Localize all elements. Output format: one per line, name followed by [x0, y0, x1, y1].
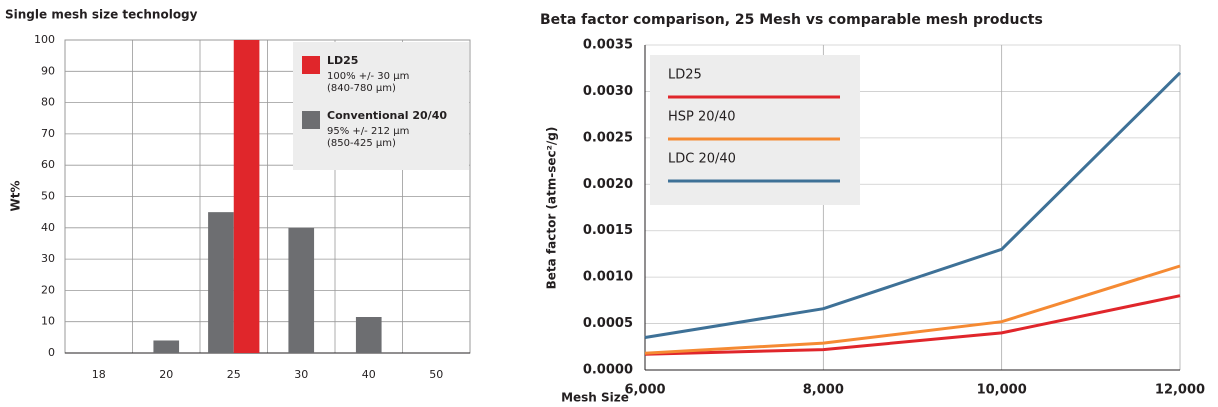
y-tick-label: 10 [41, 315, 55, 328]
x-tick-label: 8,000 [803, 383, 844, 398]
x-axis-label: Mesh Size [561, 391, 629, 405]
legend-detail: 100% +/- 30 µm [327, 71, 409, 82]
x-tick-label: 20 [159, 368, 173, 381]
y-axis-label: Beta factor (atm-sec²/g) [545, 127, 559, 290]
chart-title: Beta factor comparison, 25 Mesh vs compa… [540, 12, 1043, 28]
y-tick-label: 0.0000 [583, 363, 633, 378]
line [644, 264, 1181, 355]
line [644, 294, 1181, 356]
legend-label: LD25 [668, 68, 702, 83]
legend-label: LD25 [327, 54, 358, 67]
legend-label: HSP 20/40 [668, 110, 735, 125]
y-tick-label: 30 [41, 252, 55, 265]
y-tick-label: 20 [41, 283, 55, 296]
y-tick-label: 80 [41, 96, 55, 109]
y-tick-label: 100 [34, 33, 55, 46]
y-tick-label: 0 [48, 346, 55, 359]
y-tick-label: 60 [41, 158, 55, 171]
bar [208, 212, 234, 353]
legend-swatch [302, 111, 320, 129]
chart-title: Single mesh size technology [5, 8, 198, 22]
legend-detail: 95% +/- 212 µm [327, 126, 409, 137]
x-tick-label: 30 [294, 368, 308, 381]
y-tick-label: 0.0010 [583, 270, 633, 285]
legend-swatch [302, 56, 320, 74]
x-tick-label: 18 [92, 368, 106, 381]
bar [355, 317, 382, 353]
bar [153, 340, 180, 353]
y-tick-label: 0.0005 [583, 316, 633, 331]
y-tick-label: 40 [41, 221, 55, 234]
legend-box [293, 42, 469, 170]
y-tick-label: 50 [41, 190, 55, 203]
x-tick-label: 6,000 [624, 383, 665, 398]
legend-label: LDC 20/40 [668, 152, 736, 167]
legend-detail: (850-425 µm) [327, 138, 396, 149]
y-tick-label: 0.0035 [583, 38, 633, 53]
bar [288, 227, 315, 353]
line [644, 71, 1182, 339]
y-tick-label: 0.0020 [583, 177, 633, 192]
y-tick-label: 90 [41, 64, 55, 77]
y-tick-label: 0.0015 [583, 223, 633, 238]
y-tick-label: 0.0025 [583, 130, 633, 145]
legend-detail: (840-780 µm) [327, 83, 396, 94]
x-tick-label: 10,000 [977, 383, 1027, 398]
x-tick-label: 40 [362, 368, 376, 381]
y-tick-label: 70 [41, 127, 55, 140]
x-tick-label: 12,000 [1155, 383, 1205, 398]
bar [233, 40, 260, 353]
x-tick-label: 25 [227, 368, 241, 381]
legend-label: Conventional 20/40 [327, 109, 447, 122]
y-axis-label: Wt% [9, 181, 23, 212]
y-tick-label: 0.0030 [583, 84, 633, 99]
x-tick-label: 50 [429, 368, 443, 381]
